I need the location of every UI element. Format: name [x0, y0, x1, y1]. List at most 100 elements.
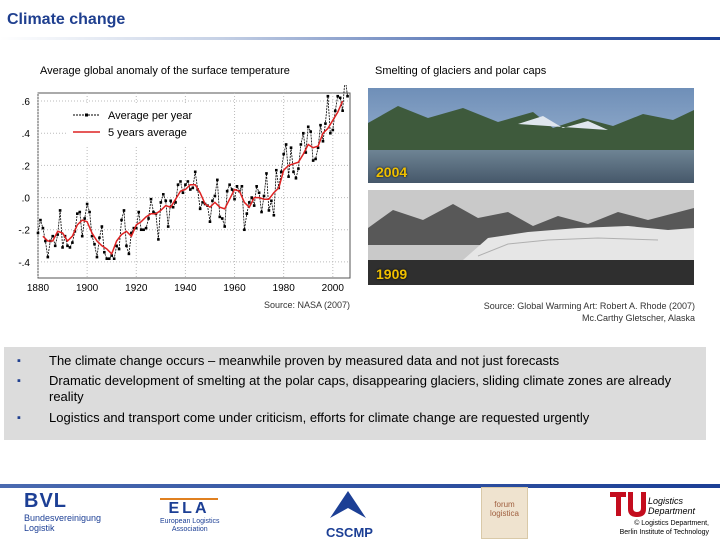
data-point-annual — [184, 183, 187, 186]
data-point-annual — [39, 218, 42, 222]
data-point-annual — [115, 244, 118, 248]
data-point-annual — [41, 226, 45, 230]
data-point-annual — [107, 257, 111, 260]
data-point-annual — [316, 146, 320, 149]
photos-source-line2: Mc.Carthy Gletscher, Alaska — [581, 313, 695, 323]
ela-logo: ELA European Logistics Association — [160, 498, 220, 533]
data-point-annual — [132, 226, 136, 230]
data-point-annual — [191, 186, 195, 190]
data-point-annual — [142, 228, 145, 232]
bullet-item: ▪ Dramatic development of smelting at th… — [17, 373, 689, 405]
data-point-annual — [284, 143, 288, 146]
photo-year-2004: 2004 — [376, 164, 408, 180]
data-point-annual — [139, 228, 143, 232]
chart-source: Source: NASA (2007) — [263, 300, 350, 310]
legend-box — [68, 105, 233, 147]
data-point-annual — [181, 191, 185, 195]
data-point-annual — [225, 189, 229, 193]
data-point-annual — [125, 244, 128, 248]
bullet-marker: ▪ — [17, 412, 21, 424]
data-point-annual — [274, 168, 278, 172]
data-point-annual — [321, 139, 325, 143]
y-tick-label: -.2 — [18, 226, 30, 237]
y-tick-label: -.4 — [18, 258, 30, 269]
data-point-annual — [152, 210, 155, 214]
data-point-annual — [80, 234, 84, 238]
temperature-anomaly-chart: .6 .4 .2 .0 -.2 -.4 1880 1900 1920 1940 1960 1980 2… — [18, 85, 351, 294]
bvl-logo: BVL Bundesvereinigung Logistik — [24, 490, 102, 533]
x-tick-label: 1920 — [125, 283, 148, 294]
data-point-annual — [117, 247, 121, 251]
data-point-annual — [216, 178, 219, 182]
chart-legend: Average per year 5 years average — [68, 105, 233, 147]
data-point-annual — [252, 204, 256, 207]
series-line-5yr — [42, 100, 344, 256]
data-point-annual — [208, 220, 212, 223]
photo-year-1909: 1909 — [376, 266, 408, 282]
bullet-list: ▪ The climate change occurs – meanwhile … — [4, 347, 706, 440]
x-tick-label: 1980 — [273, 283, 296, 294]
data-point-annual — [189, 188, 192, 191]
data-point-annual — [78, 210, 82, 214]
data-point-annual — [336, 94, 340, 98]
data-point-annual — [213, 194, 217, 198]
legend-label-5yr: 5 years average — [108, 127, 187, 139]
data-point-annual — [58, 209, 62, 212]
page-title: Climate change — [7, 11, 126, 28]
bullet-marker: ▪ — [17, 375, 21, 387]
data-point-annual — [302, 131, 305, 135]
x-tick-label: 1960 — [223, 283, 246, 294]
x-tick-label: 1900 — [76, 283, 99, 294]
data-point-annual — [130, 231, 133, 235]
chart-series — [36, 85, 349, 260]
data-point-annual — [218, 215, 222, 219]
data-point-annual — [333, 109, 337, 112]
tu-copyright: © Logistics Department, Berlin Institute… — [619, 520, 709, 536]
data-point-annual — [341, 109, 344, 112]
data-point-annual — [201, 201, 204, 204]
data-point-annual — [240, 185, 244, 188]
data-point-annual — [100, 225, 104, 228]
data-point-annual — [93, 242, 96, 246]
data-point-annual — [247, 201, 251, 204]
legend-label-annual: Average per year — [108, 110, 193, 122]
data-point-annual — [326, 94, 330, 98]
data-point-annual — [250, 196, 254, 199]
cscmp-emblem — [330, 491, 366, 518]
bullet-item: ▪ The climate change occurs – meanwhile … — [17, 353, 559, 369]
data-point-annual — [105, 257, 109, 260]
y-axis-ticks: .6 .4 .2 .0 -.2 -.4 — [18, 97, 30, 269]
data-point-annual — [267, 209, 271, 212]
data-point-annual — [319, 123, 322, 127]
data-point-annual — [174, 201, 177, 204]
data-point-annual — [230, 188, 234, 191]
data-point-annual — [338, 96, 342, 100]
bullet-marker: ▪ — [17, 355, 21, 367]
x-axis-ticks: 1880 1900 1920 1940 1960 1980 2000 — [27, 283, 344, 294]
data-point-annual — [53, 244, 57, 248]
data-point-annual — [161, 193, 165, 196]
photos-source-line1: Source: Global Warming Art: Robert A. Rh… — [483, 301, 695, 311]
data-point-annual — [324, 122, 327, 125]
data-point-annual — [110, 254, 114, 257]
data-point-annual — [90, 234, 94, 238]
data-point-annual — [88, 210, 91, 214]
y-tick-label: .6 — [22, 97, 31, 108]
data-point-annual — [279, 170, 283, 174]
bullet-item: ▪ Logistics and transport come under cri… — [17, 410, 589, 426]
data-point-annual — [122, 209, 126, 212]
data-point-annual — [228, 183, 231, 186]
data-point-annual — [233, 197, 236, 201]
data-point-annual — [159, 201, 163, 204]
data-point-annual — [176, 183, 180, 186]
data-point-annual — [137, 210, 141, 214]
data-point-annual — [147, 217, 150, 220]
data-point-annual — [98, 236, 101, 240]
x-tick-label: 2000 — [322, 283, 345, 294]
bullet-text: Dramatic development of smelting at the … — [49, 373, 672, 404]
data-point-annual — [76, 212, 79, 215]
photos-source: Source: Global Warming Art: Robert A. Rh… — [380, 300, 695, 324]
header-divider — [0, 37, 720, 40]
data-point-annual — [61, 246, 64, 249]
data-point-annual — [329, 131, 332, 135]
